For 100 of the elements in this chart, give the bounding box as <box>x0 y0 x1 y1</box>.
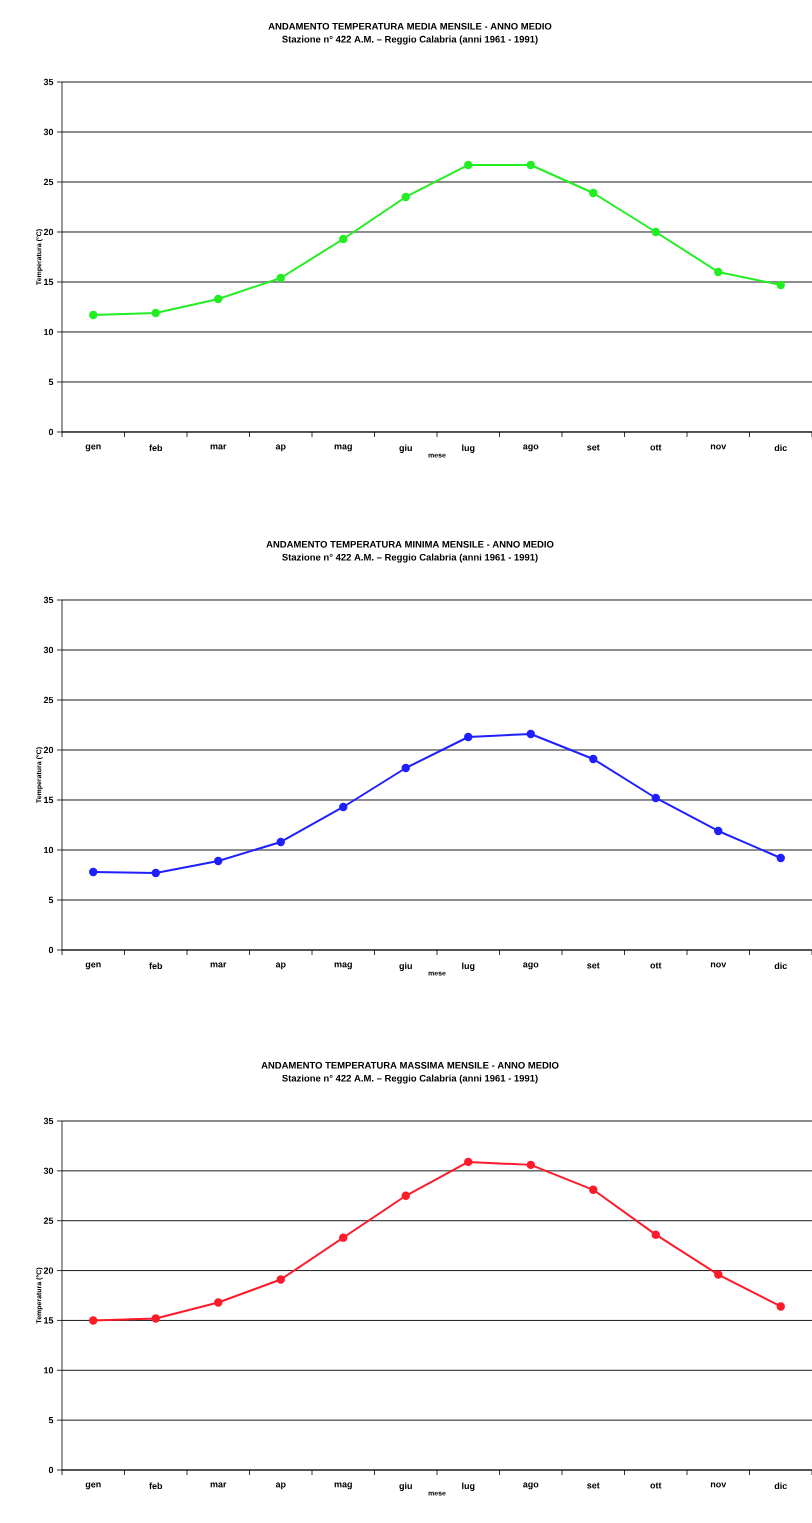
y-tick-label: 5 <box>48 1417 54 1424</box>
point <box>339 1233 348 1242</box>
point <box>276 273 285 283</box>
point <box>339 802 348 812</box>
x-tick-label: gen <box>85 962 101 970</box>
x-tick-label: lug <box>462 962 475 971</box>
x-tick-label: nov <box>710 962 727 968</box>
y-tick-label: 5 <box>48 378 54 386</box>
x-tick-label: nov <box>710 1482 727 1488</box>
y-tick-label: 20 <box>43 746 54 754</box>
y-tick-label: 20 <box>43 1267 54 1274</box>
x-tick-label: ago <box>523 1482 539 1490</box>
x-tick-label: mag <box>334 1482 352 1490</box>
x-tick-label: feb <box>149 962 163 970</box>
point <box>151 308 160 318</box>
y-tick-label: 15 <box>44 796 54 804</box>
chart-title: ANDAMENTO TEMPERATURA MEDIA MENSILE - ANNO MEDIO <box>268 22 552 30</box>
point <box>214 856 223 866</box>
point <box>276 837 285 847</box>
y-tick-label: 5 <box>48 896 54 904</box>
point <box>714 267 723 277</box>
point <box>276 1275 285 1284</box>
point <box>214 1298 223 1307</box>
point <box>714 1270 723 1279</box>
point <box>526 160 535 170</box>
x-tick-label: ott <box>650 962 662 969</box>
y-tick-label: 15 <box>44 1317 54 1324</box>
y-tick-label: 30 <box>43 646 54 654</box>
x-tick-label: set <box>587 444 600 451</box>
point <box>526 729 535 739</box>
x-tick-label: ago <box>523 444 539 452</box>
x-tick-label: gen <box>85 444 101 452</box>
x-tick-label: dic <box>774 1482 787 1490</box>
x-tick-label: mar <box>210 444 227 450</box>
x-tick-label: mar <box>210 962 227 968</box>
x-tick-label: lug <box>462 444 475 453</box>
point <box>214 294 223 304</box>
y-tick-label: 0 <box>48 428 54 436</box>
point <box>464 160 473 170</box>
x-tick-label: giu <box>399 962 412 971</box>
x-tick-label: dic <box>774 962 787 970</box>
point <box>401 1191 410 1200</box>
chart-title: ANDAMENTO TEMPERATURA MASSIMA MENSILE - ANNO MEDIO <box>261 1061 559 1069</box>
x-tick-label: lug <box>462 1482 475 1491</box>
y-tick-label: 30 <box>43 128 54 136</box>
y-tick-label: 35 <box>43 1117 54 1125</box>
x-tick-label: dic <box>774 444 787 452</box>
point <box>89 1316 98 1325</box>
y-tick-label: 10 <box>44 1367 54 1374</box>
point <box>339 234 348 244</box>
x-tick-label: feb <box>149 444 163 452</box>
point <box>651 227 660 237</box>
y-tick-label: 10 <box>44 846 54 854</box>
point <box>401 763 410 773</box>
y-tick-label: 25 <box>43 178 54 186</box>
x-tick-label: mag <box>334 444 352 452</box>
point <box>714 826 723 836</box>
x-tick-label: gen <box>85 1482 101 1490</box>
point <box>151 868 160 878</box>
x-tick-label: ott <box>650 444 662 451</box>
point <box>89 310 98 320</box>
point <box>464 732 473 742</box>
point <box>151 1314 160 1323</box>
y-tick-label: 35 <box>43 78 54 86</box>
x-tick-label: ap <box>275 962 286 970</box>
chart-subtitle: Stazione n° 422 A.M. – Reggio Calabria (anni 1961 - 1991) <box>282 553 538 563</box>
point <box>401 192 410 202</box>
point <box>464 1157 473 1167</box>
point <box>776 853 785 863</box>
point <box>589 1185 598 1194</box>
point <box>776 280 785 290</box>
x-tick-label: ott <box>650 1482 662 1489</box>
y-tick-label: 15 <box>44 278 54 286</box>
point <box>589 754 598 764</box>
y-tick-label: 35 <box>43 596 54 604</box>
y-tick-label: 10 <box>44 328 54 336</box>
x-tick-label: giu <box>399 444 412 453</box>
point <box>526 1160 535 1170</box>
chart-subtitle: Stazione n° 422 A.M. – Reggio Calabria (anni 1961 - 1991) <box>282 35 538 45</box>
y-tick-label: 25 <box>43 696 54 704</box>
point <box>651 793 660 803</box>
y-tick-label: 0 <box>48 1466 54 1474</box>
x-tick-label: ago <box>523 962 539 970</box>
x-tick-label: giu <box>399 1482 412 1491</box>
y-tick-label: 0 <box>48 946 54 954</box>
x-tick-label: feb <box>149 1482 163 1490</box>
point <box>651 1230 660 1239</box>
y-tick-label: 20 <box>43 228 54 236</box>
chart-title: ANDAMENTO TEMPERATURA MINIMA MENSILE - ANNO MEDIO <box>266 540 554 548</box>
point <box>589 188 598 198</box>
y-tick-label: 30 <box>43 1167 54 1175</box>
y-tick-label: 25 <box>43 1217 54 1224</box>
x-tick-label: set <box>587 962 600 969</box>
x-tick-label: set <box>587 1482 600 1489</box>
point <box>776 1302 785 1311</box>
x-tick-label: ap <box>275 1482 286 1490</box>
x-tick-label: nov <box>710 444 727 450</box>
x-tick-label: mar <box>210 1482 227 1488</box>
x-tick-label: ap <box>275 444 286 452</box>
x-tick-label: mag <box>334 962 352 970</box>
